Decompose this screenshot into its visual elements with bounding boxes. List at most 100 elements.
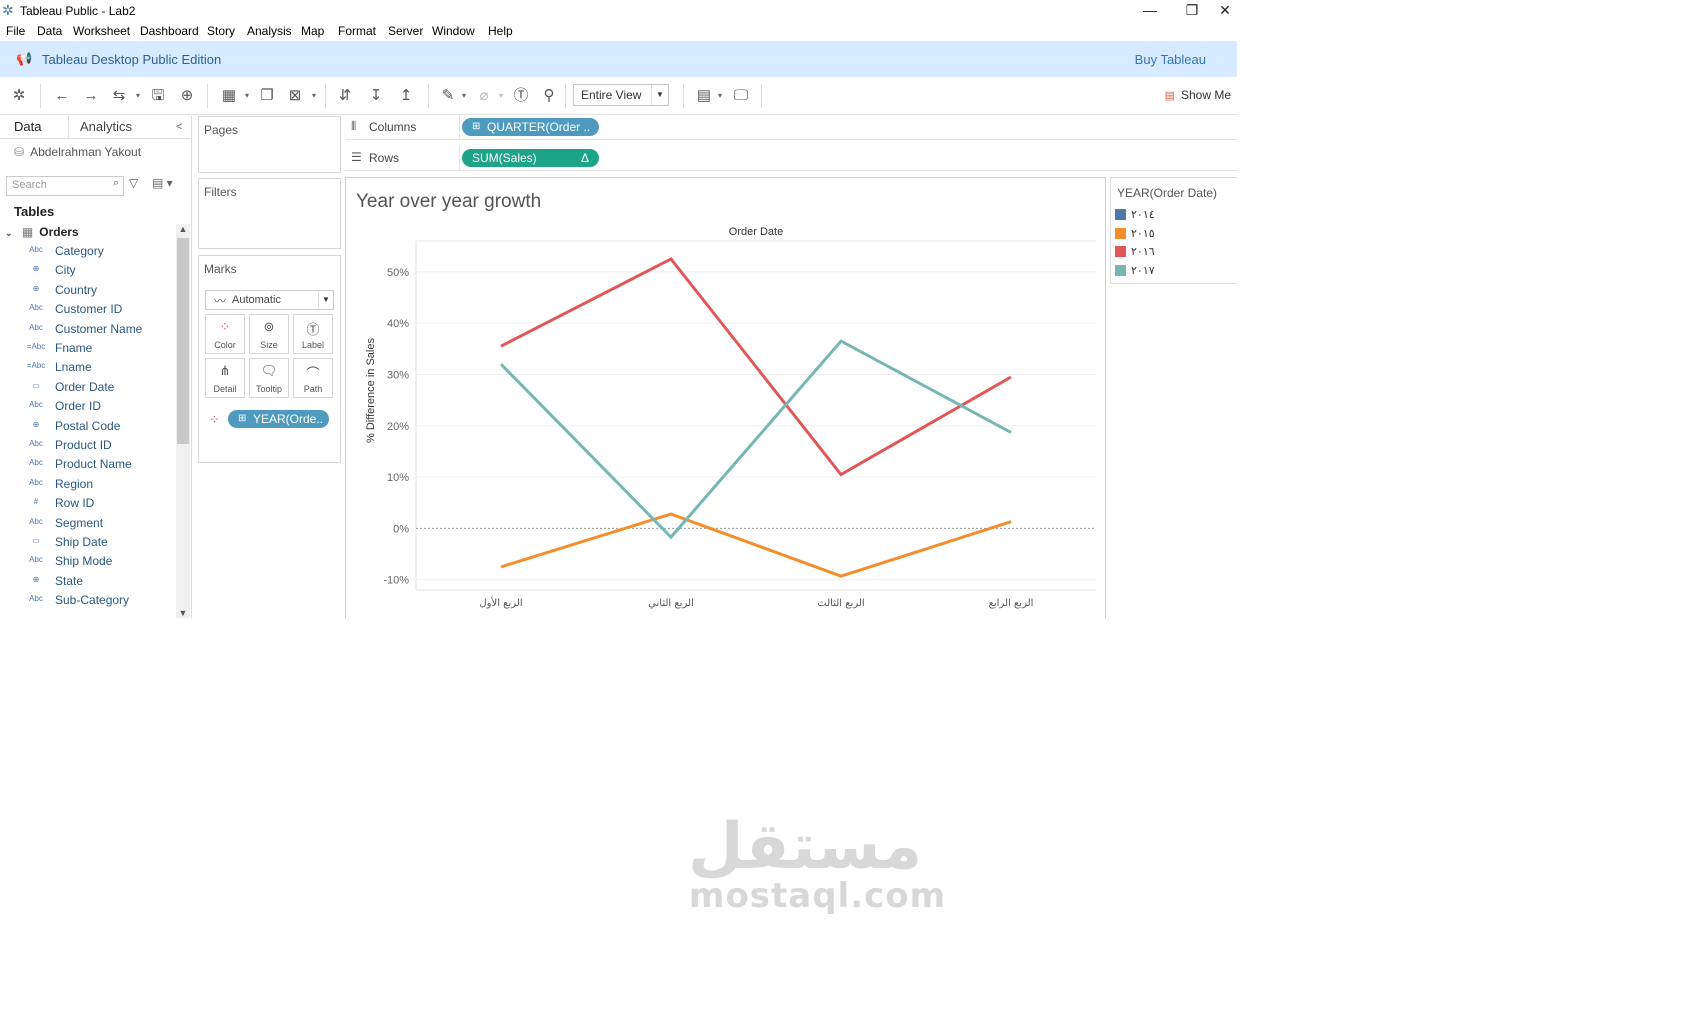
menu-analysis[interactable]: Analysis: [247, 24, 292, 38]
edition-label: Tableau Desktop Public Edition: [42, 52, 222, 67]
field-item[interactable]: ⊕ State: [0, 572, 175, 591]
quarter-columns-pill[interactable]: ⊞ QUARTER(Order ..: [462, 118, 599, 136]
field-item[interactable]: Abc Customer ID: [0, 300, 175, 319]
minimize-button[interactable]: —: [1143, 2, 1157, 18]
buy-tableau-link[interactable]: Buy Tableau: [1134, 52, 1206, 67]
highlight-icon[interactable]: ✎: [441, 87, 455, 104]
menu-dashboard[interactable]: Dashboard: [140, 24, 199, 38]
new-worksheet-dropdown-icon[interactable]: ▾: [244, 91, 249, 100]
save-icon[interactable]: 🖫: [151, 87, 165, 104]
field-item[interactable]: Abc Sub-Category: [0, 591, 175, 610]
close-button[interactable]: ✕: [1219, 2, 1231, 18]
show-cards-icon[interactable]: ▤: [696, 87, 712, 104]
sort-descending-icon[interactable]: ↥: [399, 87, 413, 104]
field-item[interactable]: Abc Region: [0, 475, 175, 494]
field-item[interactable]: =Abc Fname: [0, 339, 175, 358]
field-item[interactable]: ⊕ Postal Code: [0, 417, 175, 436]
field-item[interactable]: ⊕ Country: [0, 281, 175, 300]
columns-shelf[interactable]: ⦀ Columns ⊞ QUARTER(Order ..: [345, 115, 1237, 140]
year-color-pill[interactable]: ⊞ YEAR(Orde..: [228, 410, 329, 428]
table-orders[interactable]: ⌄ ▦ Orders: [5, 225, 79, 239]
new-data-source-icon[interactable]: ⊕: [180, 87, 194, 104]
field-item[interactable]: Abc Category: [0, 242, 175, 261]
field-list-scrollbar[interactable]: ▲ ▼: [176, 224, 190, 618]
path-button[interactable]: ⌒ Path: [293, 358, 333, 398]
redo-icon[interactable]: →: [83, 87, 99, 104]
menu-file[interactable]: File: [6, 24, 26, 38]
field-item[interactable]: Abc Product Name: [0, 455, 175, 474]
toolbar-divider: [428, 84, 429, 108]
field-item[interactable]: # Row ID: [0, 494, 175, 513]
menu-data[interactable]: Data: [37, 24, 63, 38]
group-members-icon[interactable]: ⌀: [479, 87, 489, 104]
worksheet-title[interactable]: Year over year growth: [356, 191, 542, 212]
filters-heading: Filters: [204, 185, 237, 199]
replay-icon[interactable]: ⇆: [112, 87, 126, 104]
scroll-down-icon[interactable]: ▼: [178, 608, 188, 618]
field-item[interactable]: ▭ Order Date: [0, 378, 175, 397]
color-button[interactable]: ⁘ Color: [205, 314, 245, 354]
sum-sales-rows-pill[interactable]: SUM(Sales) Δ: [462, 149, 599, 167]
view-size-select[interactable]: Entire View ▼: [573, 84, 669, 106]
clear-sheet-icon[interactable]: ⊠: [288, 87, 302, 104]
swap-rows-columns-icon[interactable]: ⇵: [338, 87, 352, 104]
expand-icon[interactable]: ⌄: [5, 228, 13, 238]
scrollbar-thumb[interactable]: [177, 238, 189, 444]
filters-card[interactable]: Filters: [198, 178, 341, 249]
view-options-icon[interactable]: ▤ ▾: [152, 176, 173, 190]
sort-ascending-icon[interactable]: ↧: [369, 87, 383, 104]
field-item[interactable]: =Abc Lname: [0, 358, 175, 377]
mark-type-select[interactable]: 〰 Automatic ▼: [205, 290, 334, 310]
size-button[interactable]: ⊚ Size: [249, 314, 289, 354]
field-type-icon: ▭: [32, 536, 40, 545]
restore-button[interactable]: ❐: [1185, 2, 1199, 18]
tableau-icon[interactable]: ✲: [12, 87, 26, 104]
detail-button[interactable]: ⋔ Detail: [205, 358, 245, 398]
new-worksheet-icon[interactable]: ▦: [221, 87, 237, 104]
tab-analytics[interactable]: Analytics: [80, 119, 133, 134]
menu-story[interactable]: Story: [207, 24, 236, 38]
collapse-pane-icon[interactable]: <: [176, 121, 183, 133]
data-source-connection[interactable]: ⛁ Abdelrahman Yakout: [14, 145, 141, 159]
presentation-mode-icon[interactable]: 🖵: [733, 87, 749, 104]
show-labels-icon[interactable]: Ⓣ: [513, 87, 529, 104]
clear-dropdown-icon[interactable]: ▾: [311, 91, 316, 100]
field-item[interactable]: Abc Ship Mode: [0, 552, 175, 571]
highlight-dropdown-icon[interactable]: ▾: [461, 91, 466, 100]
filter-icon[interactable]: ▽: [129, 176, 139, 190]
data-source-name: Abdelrahman Yakout: [30, 145, 142, 159]
field-item[interactable]: Abc Order ID: [0, 397, 175, 416]
duplicate-sheet-icon[interactable]: ❐: [260, 87, 274, 104]
pages-card[interactable]: Pages: [198, 116, 341, 173]
series-line: [499, 339, 1012, 540]
tab-data[interactable]: Data: [14, 119, 42, 134]
menu-format[interactable]: Format: [338, 24, 377, 38]
label-button[interactable]: Ⓣ Label: [293, 314, 333, 354]
series-line: [500, 512, 1012, 578]
menu-window[interactable]: Window: [432, 24, 475, 38]
field-item[interactable]: Abc Customer Name: [0, 320, 175, 339]
menu-map[interactable]: Map: [301, 24, 325, 38]
replay-dropdown-icon[interactable]: ▾: [135, 91, 140, 100]
field-item[interactable]: Abc Segment: [0, 514, 175, 533]
tooltip-button[interactable]: 🗨 Tooltip: [249, 358, 289, 398]
field-search-input[interactable]: Search ⌕: [6, 176, 124, 196]
menu-worksheet[interactable]: Worksheet: [73, 24, 131, 38]
field-item[interactable]: ▭ Ship Date: [0, 533, 175, 552]
menu-server[interactable]: Server: [388, 24, 424, 38]
field-item[interactable]: ⊕ City: [0, 261, 175, 280]
show-cards-dropdown-icon[interactable]: ▾: [717, 91, 722, 100]
field-type-icon: #: [33, 497, 39, 507]
rows-shelf[interactable]: ☰ Rows SUM(Sales) Δ: [345, 146, 1237, 171]
undo-icon[interactable]: ←: [54, 87, 70, 104]
field-type-icon: Abc: [29, 400, 43, 410]
field-name: Customer Name: [55, 321, 143, 336]
y-tick-label: 0%: [393, 523, 409, 535]
field-item[interactable]: Abc Product ID: [0, 436, 175, 455]
watermark-arabic: مستقل: [688, 810, 923, 884]
scroll-up-icon[interactable]: ▲: [178, 224, 188, 234]
group-dropdown-icon[interactable]: ▾: [498, 91, 503, 100]
menu-help[interactable]: Help: [488, 24, 513, 38]
pin-axes-icon[interactable]: ⚲: [543, 87, 555, 104]
show-me-button[interactable]: ▤ Show Me: [1165, 88, 1231, 102]
